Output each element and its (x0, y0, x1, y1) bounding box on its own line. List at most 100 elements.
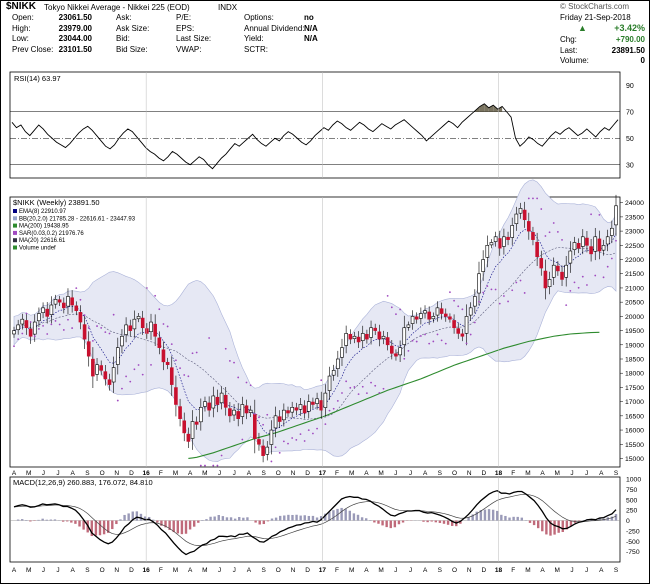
macd-histogram-bar (123, 514, 126, 521)
month-tick-label: J (233, 470, 236, 477)
month-tick-label: J (570, 470, 573, 477)
candle-body (385, 337, 390, 346)
macd-histogram-bar (242, 517, 245, 521)
legend-label: MA(20) 22616.61 (19, 238, 66, 244)
legend-swatch (13, 230, 17, 235)
quote-label: Ask: (116, 13, 132, 22)
candle-body (219, 392, 224, 404)
month-tick-label: F (511, 470, 515, 477)
candle-body (331, 370, 336, 376)
sar-dot (498, 302, 501, 305)
sar-dot (295, 438, 298, 441)
sar-dot (370, 381, 372, 384)
macd-histogram-bar (188, 520, 192, 530)
candle-body (265, 446, 270, 455)
macd-histogram-bar (90, 520, 94, 537)
sar-dot (395, 313, 397, 316)
candle-body (518, 208, 523, 214)
macd-histogram-bar (381, 520, 384, 526)
sar-dot (320, 379, 323, 382)
macd-histogram-bar (614, 514, 618, 521)
sar-dot (365, 392, 368, 395)
sar-dot (125, 375, 127, 378)
sar-dot (336, 400, 339, 402)
symbol[interactable]: $NIKK (6, 1, 37, 12)
macd-histogram-bar (61, 520, 65, 522)
rsi-overbought-fill (484, 103, 489, 112)
quote-date: Friday 21-Sep-2018 (560, 13, 631, 22)
sar-dot (33, 335, 36, 338)
month-tick-label: J (56, 470, 59, 477)
sar-dot (361, 385, 364, 388)
quote-label: High: (12, 23, 31, 33)
sar-dot (490, 288, 493, 291)
quote-value: no (304, 13, 314, 22)
candle-body (240, 404, 245, 417)
month-tick-label: M (378, 567, 383, 574)
macd-histogram-bar (131, 511, 134, 521)
candle-body (261, 445, 265, 456)
rsi-tick-label: 30 (626, 162, 634, 169)
sar-dot (353, 386, 356, 388)
month-tick-label: 17 (319, 470, 327, 477)
macd-histogram-bar (344, 509, 347, 521)
candle-body (286, 410, 290, 414)
candle-body (298, 404, 303, 410)
macd-histogram-bar (16, 519, 20, 521)
macd-histogram-bar (94, 520, 98, 536)
month-tick-label: M (555, 567, 560, 574)
candle-body (277, 416, 282, 422)
candle-body (464, 316, 469, 334)
month-tick-label: J (409, 470, 412, 477)
ma200-line (188, 331, 600, 460)
month-tick-label: A (423, 567, 428, 574)
candle-body (572, 242, 577, 251)
sar-dot (473, 321, 476, 324)
macd-tick-label: 750 (626, 487, 638, 494)
macd-histogram-bar (504, 515, 507, 521)
sar-dot (299, 433, 302, 436)
candle-body (149, 321, 153, 333)
candle-body (510, 225, 515, 238)
pct-change: +3.42% (614, 23, 645, 33)
candle-body (62, 302, 66, 309)
month-tick-label: J (42, 470, 45, 477)
candle-body (593, 236, 598, 252)
macd-histogram-bar (352, 513, 356, 521)
quote-label: Ask Size: (116, 23, 150, 33)
macd-histogram-bar (541, 520, 544, 532)
sar-dot (594, 274, 597, 277)
macd-histogram-bar (238, 517, 241, 521)
candle-body (232, 409, 236, 416)
candle-body (356, 336, 361, 343)
sar-dot (602, 276, 605, 279)
macd-tick-label: 500 (626, 497, 638, 504)
sar-dot (407, 349, 410, 352)
price-tick-label: 19000 (625, 342, 644, 349)
candle-body (585, 237, 589, 246)
sar-dot (212, 464, 215, 467)
macd-histogram-bar (467, 517, 470, 521)
candle-body (294, 407, 299, 411)
quote-label: Options: (244, 13, 274, 22)
month-tick-label: 18 (495, 567, 503, 574)
macd-histogram-bar (258, 520, 261, 525)
candle-body (406, 324, 411, 328)
month-tick-label: N (114, 470, 119, 477)
sar-dot (610, 257, 613, 260)
macd-histogram-bar (217, 514, 220, 521)
month-tick-label: A (188, 567, 193, 574)
month-tick-label: J (56, 567, 59, 574)
rsi-panel: 30 50 70 90 RSI(14) 63.97 (9, 71, 634, 179)
month-tick-label: A (71, 470, 76, 477)
macd-histogram-bar (442, 520, 446, 524)
sar-dot (104, 331, 107, 334)
macd-tick-label: -250 (626, 528, 640, 535)
macd-histogram-bar (41, 518, 44, 521)
price-tick-label: 15000 (625, 456, 644, 463)
macd-histogram-bar (180, 520, 184, 535)
quote-label: VWAP: (176, 44, 202, 54)
macd-histogram-bar (74, 520, 77, 524)
time-axis: A M J J A S O N D 16 F M A M J J A S O N D 17 F M A M J J A S O N D 18 F M A… (12, 72, 619, 574)
macd-histogram-bar (221, 516, 225, 521)
